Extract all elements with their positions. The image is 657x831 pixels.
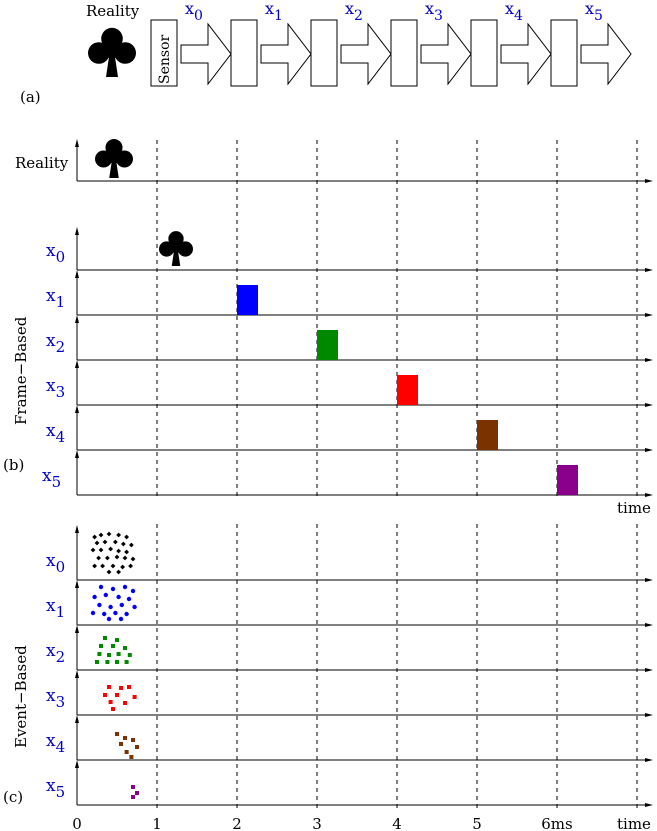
processing-box-1 <box>230 19 258 87</box>
event-row-label-x5: x5 <box>46 776 65 801</box>
time-tick-1: 1 <box>152 815 162 831</box>
processing-box-2 <box>310 19 338 87</box>
processing-box-4 <box>470 19 498 87</box>
event-row-label-x3: x3 <box>46 686 65 711</box>
stage-label-x5: x5 <box>585 0 603 24</box>
frame-row-label-x2: x2 <box>46 331 65 356</box>
frame-x1-block <box>237 285 258 315</box>
panel-a: Reality Sensor x0 x1 x2 x3 x4 x5 (a) <box>20 0 632 106</box>
event-row-axes-3 <box>75 670 653 717</box>
time-tick-2: 2 <box>232 815 242 831</box>
event-cloud-x1 <box>90 584 137 622</box>
processing-box-3 <box>390 19 418 87</box>
event-cloud-x0 <box>90 531 136 575</box>
panel-c-tag: (c) <box>3 788 23 806</box>
frame-row-axes-3 <box>75 360 653 407</box>
panel-b: Reality x0 x1 x2 x3 x4 x5 Frame−Based (b) tim… <box>3 139 653 517</box>
stage-label-x3: x3 <box>425 0 443 24</box>
pipeline-arrow-5 <box>580 22 632 86</box>
frame-row-axes-4 <box>75 405 653 452</box>
panel-c: x0 x1 x2 x3 x4 x5 Event−Based (c) 0 1 2 3 4 5 6ms t… <box>3 524 653 831</box>
frame-based-label: Frame−Based <box>12 316 30 425</box>
club-icon <box>88 27 136 77</box>
event-cloud-x3 <box>103 685 137 711</box>
time-tick-3: 3 <box>312 815 322 831</box>
event-row-label-x1: x1 <box>46 596 65 621</box>
pipeline-arrow-1 <box>260 22 312 86</box>
time-tick-5: 5 <box>472 815 482 831</box>
frame-rows: x0 x1 x2 x3 x4 x5 <box>42 139 653 497</box>
frame-row-axes-0 <box>75 227 653 272</box>
frame-row-axes-2 <box>75 315 653 362</box>
event-rows: x0 x1 x2 x3 x4 x5 <box>46 525 653 807</box>
event-grid-lines <box>156 524 638 808</box>
pipeline-stages: x0 x1 x2 x3 x4 x5 <box>180 0 632 87</box>
frame-x2-block <box>317 330 338 360</box>
pipeline-arrow-4 <box>500 22 552 86</box>
event-row-axes-0 <box>75 525 653 582</box>
frame-row-label-x0: x0 <box>46 241 65 266</box>
frame-grid-lines <box>156 140 638 497</box>
frame-row-label-x1: x1 <box>46 286 65 311</box>
pipeline-arrow-3 <box>420 22 472 86</box>
time-tick-labels: 0 1 2 3 4 5 6ms <box>72 815 573 831</box>
frame-row-label-x5: x5 <box>42 466 61 491</box>
event-row-axes-4 <box>75 715 653 762</box>
panel-b-reality-label: Reality <box>15 154 69 172</box>
panel-b-time-label: time <box>617 499 651 517</box>
time-tick-6: 6ms <box>541 815 572 831</box>
frame-row-axes-reality <box>75 139 653 183</box>
event-cloud-x2 <box>95 636 132 664</box>
frame-x3-block <box>397 375 418 405</box>
stage-label-x2: x2 <box>345 0 363 24</box>
sensor-box <box>150 19 178 87</box>
pipeline-arrow-2 <box>340 22 392 86</box>
frame-row-axes-5 <box>75 450 653 497</box>
event-row-label-x0: x0 <box>46 551 65 576</box>
frame-row-axes-1 <box>75 270 653 317</box>
pipeline-arrow-0 <box>180 22 232 86</box>
event-row-axes-5 <box>75 760 653 807</box>
event-row-axes-1 <box>75 580 653 627</box>
frame-x4-block <box>477 420 498 450</box>
panel-c-time-label: time <box>617 815 651 831</box>
time-tick-0: 0 <box>72 815 82 831</box>
frame-x0-club-icon <box>159 231 193 266</box>
event-row-axes-2 <box>75 625 653 672</box>
panel-a-reality-label: Reality <box>86 2 140 20</box>
sensor-label: Sensor <box>157 34 173 84</box>
stage-label-x4: x4 <box>505 0 523 24</box>
stage-label-x0: x0 <box>185 0 203 24</box>
reality-club-icon <box>95 139 133 178</box>
processing-box-5 <box>550 19 578 87</box>
panel-a-tag: (a) <box>20 88 41 106</box>
event-row-label-x4: x4 <box>46 731 65 756</box>
stage-label-x1: x1 <box>265 0 283 24</box>
event-cloud-x5 <box>131 785 139 799</box>
frame-row-label-x4: x4 <box>46 421 65 446</box>
panel-b-tag: (b) <box>3 456 24 474</box>
frame-row-label-x3: x3 <box>46 376 65 401</box>
event-cloud-x4 <box>115 732 139 759</box>
event-based-label: Event−Based <box>12 645 30 748</box>
time-tick-4: 4 <box>392 815 402 831</box>
frame-x5-block <box>557 465 578 495</box>
event-row-label-x2: x2 <box>46 641 65 666</box>
